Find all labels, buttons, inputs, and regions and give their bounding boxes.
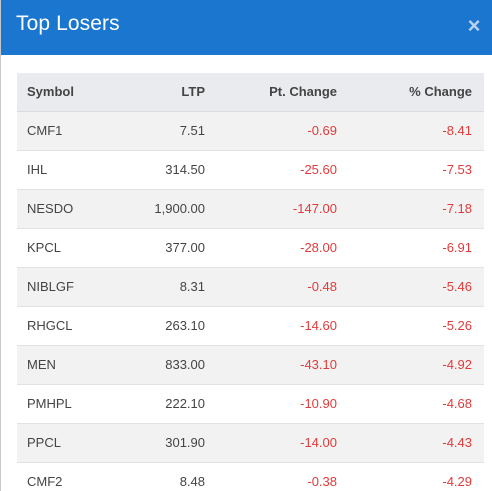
table-row[interactable]: PMHPL 222.10 -10.90 -4.68 <box>17 384 484 424</box>
cell-symbol[interactable]: KPCL <box>17 228 127 268</box>
cell-ltp: 301.90 <box>127 423 217 463</box>
cell-pt-change: -0.38 <box>217 462 349 491</box>
cell-ltp: 263.10 <box>127 306 217 346</box>
cell-pt-change: -14.00 <box>217 423 349 463</box>
column-header-pct-change[interactable]: % Change <box>349 73 484 112</box>
column-header-ltp[interactable]: LTP <box>127 73 217 112</box>
cell-ltp: 1,900.00 <box>127 189 217 229</box>
cell-pct-change: -4.92 <box>349 345 484 385</box>
cell-ltp: 314.50 <box>127 150 217 190</box>
table-row[interactable]: CMF2 8.48 -0.38 -4.29 <box>17 462 484 491</box>
losers-table: Symbol LTP Pt. Change % Change CMF1 7.51… <box>17 73 484 491</box>
cell-pct-change: -7.53 <box>349 150 484 190</box>
cell-pct-change: -4.29 <box>349 462 484 491</box>
cell-symbol[interactable]: MEN <box>17 345 127 385</box>
table-row[interactable]: PPCL 301.90 -14.00 -4.43 <box>17 423 484 463</box>
cell-ltp: 8.48 <box>127 462 217 491</box>
cell-pct-change: -7.18 <box>349 189 484 229</box>
cell-symbol[interactable]: NIBLGF <box>17 267 127 307</box>
cell-pt-change: -147.00 <box>217 189 349 229</box>
cell-pct-change: -4.43 <box>349 423 484 463</box>
cell-pt-change: -0.48 <box>217 267 349 307</box>
column-header-symbol[interactable]: Symbol <box>17 73 127 112</box>
table-row[interactable]: RHGCL 263.10 -14.60 -5.26 <box>17 306 484 346</box>
modal-title: Top Losers <box>16 12 120 35</box>
table-row[interactable]: KPCL 377.00 -28.00 -6.91 <box>17 228 484 268</box>
cell-pt-change: -0.69 <box>217 111 349 151</box>
modal-body: Symbol LTP Pt. Change % Change CMF1 7.51… <box>17 73 484 491</box>
cell-symbol[interactable]: RHGCL <box>17 306 127 346</box>
cell-pt-change: -10.90 <box>217 384 349 424</box>
cell-symbol[interactable]: PPCL <box>17 423 127 463</box>
cell-symbol[interactable]: CMF1 <box>17 111 127 151</box>
cell-pct-change: -4.68 <box>349 384 484 424</box>
cell-pct-change: -8.41 <box>349 111 484 151</box>
cell-ltp: 7.51 <box>127 111 217 151</box>
cell-pt-change: -25.60 <box>217 150 349 190</box>
cell-ltp: 833.00 <box>127 345 217 385</box>
cell-pt-change: -43.10 <box>217 345 349 385</box>
table-row[interactable]: IHL 314.50 -25.60 -7.53 <box>17 150 484 190</box>
table-row[interactable]: NESDO 1,900.00 -147.00 -7.18 <box>17 189 484 229</box>
table-header-row: Symbol LTP Pt. Change % Change <box>17 73 484 112</box>
table-row[interactable]: MEN 833.00 -43.10 -4.92 <box>17 345 484 385</box>
close-icon[interactable]: × <box>467 13 481 38</box>
cell-symbol[interactable]: IHL <box>17 150 127 190</box>
cell-ltp: 222.10 <box>127 384 217 424</box>
table-header: Symbol LTP Pt. Change % Change <box>17 73 484 112</box>
table-body: CMF1 7.51 -0.69 -8.41 IHL 314.50 -25.60 … <box>17 111 484 491</box>
cell-pct-change: -5.46 <box>349 267 484 307</box>
cell-pt-change: -28.00 <box>217 228 349 268</box>
cell-symbol[interactable]: NESDO <box>17 189 127 229</box>
modal-header: Top Losers × <box>1 0 492 55</box>
cell-pct-change: -6.91 <box>349 228 484 268</box>
column-header-pt-change[interactable]: Pt. Change <box>217 73 349 112</box>
cell-symbol[interactable]: CMF2 <box>17 462 127 491</box>
cell-pct-change: -5.26 <box>349 306 484 346</box>
table-row[interactable]: NIBLGF 8.31 -0.48 -5.46 <box>17 267 484 307</box>
table-row[interactable]: CMF1 7.51 -0.69 -8.41 <box>17 111 484 151</box>
cell-ltp: 8.31 <box>127 267 217 307</box>
cell-symbol[interactable]: PMHPL <box>17 384 127 424</box>
cell-pt-change: -14.60 <box>217 306 349 346</box>
cell-ltp: 377.00 <box>127 228 217 268</box>
